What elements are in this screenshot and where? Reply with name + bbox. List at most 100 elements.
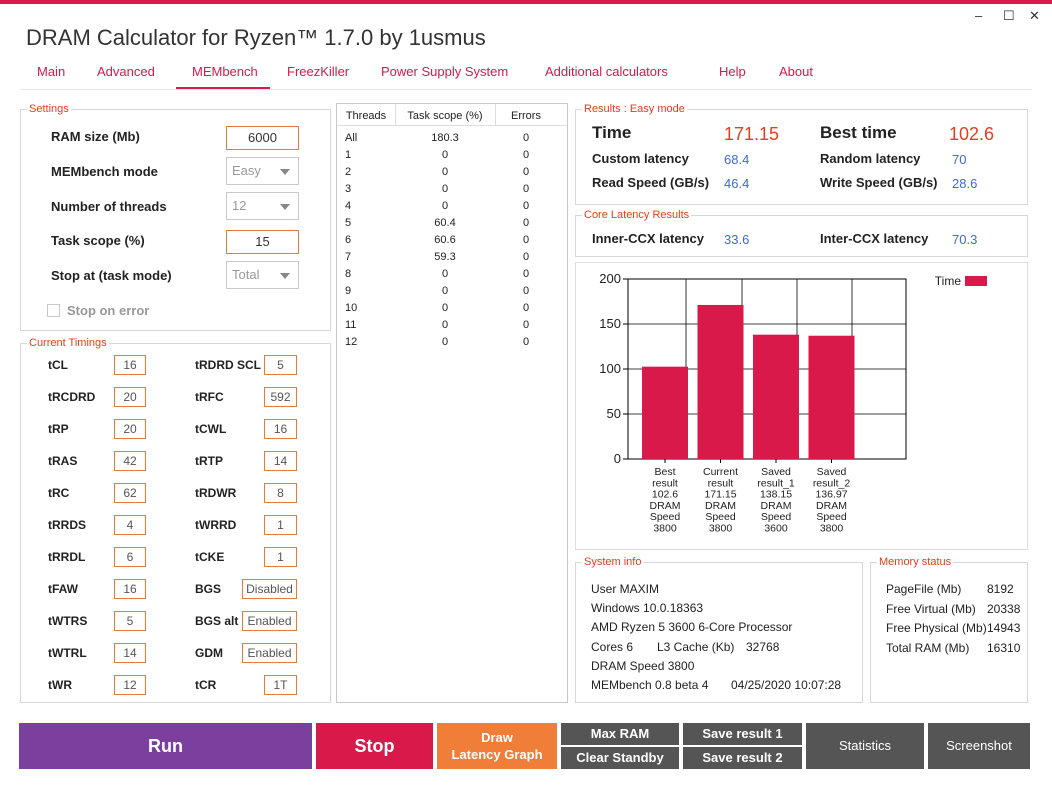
timing-value-tfaw: 16 <box>114 579 146 599</box>
timing-label-twr: tWR <box>48 678 72 692</box>
x-tick-label: 138.15 <box>760 489 792 501</box>
timing-value-trtp: 14 <box>264 451 297 471</box>
stop-at-select[interactable]: Total <box>226 261 299 289</box>
column-divider <box>495 104 496 126</box>
task-scope-label: Task scope (%) <box>51 233 145 248</box>
tab-additional-calculators[interactable]: Additional calculators <box>545 64 668 79</box>
timing-label-trrds: tRRDS <box>48 518 86 532</box>
legend-swatch <box>965 276 987 286</box>
save-result-2-button[interactable]: Save result 2 <box>683 747 802 769</box>
timing-label-tfaw: tFAW <box>48 582 78 596</box>
task-scope-cell: 59.3 <box>434 251 456 263</box>
mem-label: Free Virtual (Mb) <box>886 601 976 616</box>
task-scope-input[interactable]: 15 <box>226 230 299 254</box>
chevron-down-icon <box>280 273 290 279</box>
task-scope-cell: 0 <box>441 166 449 178</box>
errors-cell: 0 <box>522 336 530 348</box>
close-button[interactable]: ✕ <box>1029 8 1040 23</box>
timing-value-bgs-alt: Enabled <box>242 611 297 631</box>
x-tick-label: 3800 <box>653 523 677 535</box>
timing-value-trrdl: 6 <box>114 547 146 567</box>
stop-button[interactable]: Stop <box>316 723 433 769</box>
tab-power-supply-system[interactable]: Power Supply System <box>381 64 509 79</box>
x-tick-label: DRAM <box>705 500 736 512</box>
chart-frame <box>575 262 1028 550</box>
task-scope-cell: 0 <box>441 319 449 331</box>
x-tick-label: DRAM <box>650 500 681 512</box>
errors-cell: 0 <box>522 200 530 212</box>
x-tick-label: Current <box>703 466 738 478</box>
time-value: 171.15 <box>724 124 780 144</box>
stop-on-error-checkbox[interactable] <box>47 304 60 317</box>
timings-legend: Current Timings <box>29 337 107 349</box>
statistics-button[interactable]: Statistics <box>806 723 924 769</box>
max-ram-button[interactable]: Max RAM <box>561 723 679 745</box>
membench-mode-select[interactable]: Easy <box>226 157 299 185</box>
stop-at-value: Total <box>232 267 260 282</box>
timing-label-trc: tRC <box>48 486 70 500</box>
task-scope-cell: 0 <box>441 200 449 212</box>
tab-help[interactable]: Help <box>719 64 746 79</box>
maximize-button[interactable]: ☐ <box>1003 8 1015 23</box>
run-button[interactable]: Run <box>19 723 312 769</box>
best-time-value: 102.6 <box>949 124 995 144</box>
read-speed-value: 46.4 <box>724 176 750 191</box>
timing-label-tcr: tCR <box>195 678 217 692</box>
thread-id-cell: 6 <box>345 234 352 246</box>
timing-value-trdrd-scl: 5 <box>264 355 297 375</box>
sys-cpu: AMD Ryzen 5 3600 6-Core Processor <box>591 620 793 634</box>
x-tick-label: Speed <box>816 511 847 523</box>
errors-cell: 0 <box>522 183 530 195</box>
thread-id-cell: 7 <box>345 251 352 263</box>
threads-select[interactable]: 12 <box>226 192 299 220</box>
draw-latency-graph-button[interactable]: Draw Latency Graph <box>437 723 557 769</box>
errors-cell: 0 <box>522 217 530 229</box>
y-tick-label: 150 <box>599 316 621 331</box>
x-tick-label: result_2 <box>813 477 851 489</box>
write-speed-label: Write Speed (GB/s) <box>820 175 938 190</box>
timing-value-twr: 12 <box>114 675 146 695</box>
task-scope-cell: 60.4 <box>434 217 456 229</box>
minimize-button[interactable]: – <box>975 8 983 23</box>
errors-cell: 0 <box>522 251 530 263</box>
timing-label-tras: tRAS <box>48 454 78 468</box>
timings-panel: Current Timings <box>20 337 331 703</box>
threads-table <box>336 103 568 703</box>
clear-standby-button[interactable]: Clear Standby <box>561 747 679 769</box>
timing-value-trrds: 4 <box>114 515 146 535</box>
mem-value: 20338 <box>987 601 1021 616</box>
timing-value-tcwl: 16 <box>264 419 297 439</box>
y-tick-label: 0 <box>614 451 621 466</box>
timing-label-trdrd-scl: tRDRD SCL <box>195 358 261 372</box>
col-task-scope-header[interactable]: Task scope (%) <box>407 110 483 122</box>
tab-main[interactable]: Main <box>37 64 66 79</box>
x-tick-label: Speed <box>650 511 681 523</box>
inner-ccx-label: Inner-CCX latency <box>592 231 704 246</box>
screenshot-button[interactable]: Screenshot <box>928 723 1030 769</box>
legend-label: Time <box>935 274 962 288</box>
tab-membench[interactable]: MEMbench <box>192 64 258 79</box>
ram-size-input[interactable]: 6000 <box>226 126 299 150</box>
memory-status-legend: Memory status <box>879 556 952 568</box>
x-tick-label: DRAM <box>761 500 792 512</box>
tab-advanced[interactable]: Advanced <box>97 64 155 79</box>
task-scope-cell: 0 <box>441 183 449 195</box>
inter-ccx-value: 70.3 <box>952 232 978 247</box>
errors-cell: 0 <box>522 149 530 161</box>
task-scope-cell: 60.6 <box>434 234 456 246</box>
save-result-1-button[interactable]: Save result 1 <box>683 723 802 745</box>
membench-mode-label: MEMbench mode <box>51 164 158 179</box>
tab-freezkiller[interactable]: FreezKiller <box>287 64 350 79</box>
write-speed-value: 28.6 <box>952 176 978 191</box>
col-errors-header[interactable]: Errors <box>511 110 541 122</box>
tab-about[interactable]: About <box>779 64 813 79</box>
col-threads-header[interactable]: Threads <box>345 110 387 122</box>
thread-id-cell: 8 <box>345 268 352 280</box>
bar <box>808 335 855 459</box>
task-scope-cell: 0 <box>441 268 449 280</box>
timing-value-twtrs: 5 <box>114 611 146 631</box>
mem-value: 8192 <box>987 582 1014 596</box>
bar <box>697 304 744 459</box>
random-latency-value: 70 <box>952 152 967 167</box>
memory-status-panel: Memory status <box>870 556 1028 703</box>
